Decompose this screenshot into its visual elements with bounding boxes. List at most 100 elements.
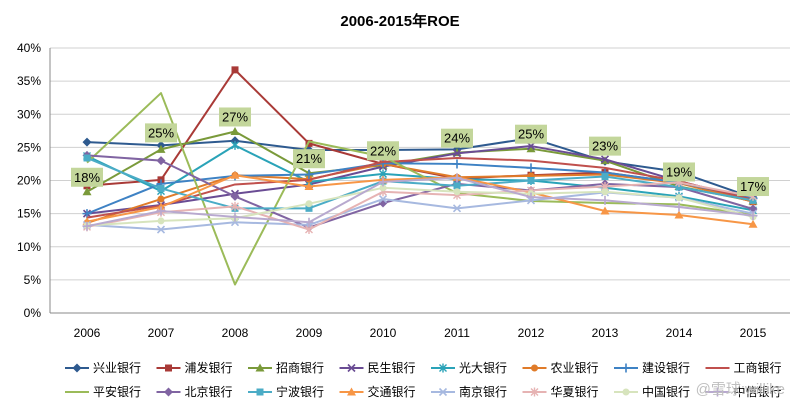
data-label: 19% [663, 162, 695, 182]
data-point [230, 170, 240, 179]
data-label-box [219, 107, 251, 127]
data-label-text: 25% [148, 125, 174, 140]
data-label-box [515, 124, 547, 144]
legend-label: 中国银行 [642, 384, 690, 399]
legend-item: 华夏银行 [522, 385, 599, 399]
legend-marker [713, 387, 722, 397]
y-tick-label: 25% [17, 140, 41, 154]
data-label: 21% [293, 149, 325, 169]
data-label-box [71, 167, 103, 187]
legend-marker [255, 363, 265, 372]
data-label-box [367, 141, 399, 161]
y-tick-label: 40% [17, 41, 41, 55]
legend-item: 北京银行 [156, 385, 233, 399]
data-point [600, 155, 610, 164]
data-point [526, 144, 536, 153]
data-point [231, 66, 239, 74]
y-tick-label: 5% [24, 273, 42, 287]
data-point [379, 184, 387, 192]
data-label-box [145, 123, 177, 143]
data-label: 27% [219, 107, 251, 127]
legend-item: 浦发银行 [156, 360, 233, 375]
data-point [157, 217, 165, 225]
x-tick-label: 2008 [222, 326, 249, 340]
data-point [378, 194, 388, 204]
x-tick-label: 2009 [296, 326, 323, 340]
data-point [675, 183, 683, 191]
data-point [82, 221, 92, 231]
legend-label: 南京银行 [459, 384, 507, 399]
data-label-box [441, 128, 473, 148]
data-label: 25% [145, 123, 177, 143]
data-point [82, 187, 92, 196]
y-tick-label: 35% [17, 74, 41, 88]
legend-item: 光大银行 [431, 361, 507, 375]
legend-label: 民生银行 [368, 361, 416, 375]
data-point [156, 144, 166, 153]
data-label-text: 21% [296, 151, 322, 166]
legend-marker [439, 363, 447, 373]
data-label-text: 17% [740, 179, 766, 194]
data-point [452, 149, 462, 158]
data-label-text: 19% [666, 164, 692, 179]
legend-marker [622, 388, 630, 396]
legend-item: 中信银行 [705, 384, 782, 399]
legend-label: 宁波银行 [276, 384, 324, 399]
legend-item: 交通银行 [339, 384, 416, 399]
x-tick-label: 2012 [518, 326, 545, 340]
data-point [452, 159, 462, 169]
data-point [231, 201, 239, 211]
legend-marker [530, 387, 539, 397]
data-point [304, 217, 314, 227]
data-label-box [293, 149, 325, 169]
series-line [86, 174, 754, 226]
data-point [305, 204, 313, 212]
data-point [600, 206, 610, 215]
legend-label: 浦发银行 [185, 360, 233, 375]
legend-label: 招商银行 [276, 360, 324, 375]
legend-marker [531, 364, 538, 372]
data-point [526, 141, 536, 151]
data-point [675, 194, 683, 202]
legend-marker [72, 363, 82, 373]
legend-marker [438, 387, 448, 397]
legend-label: 兴业银行 [93, 361, 141, 375]
data-point [304, 181, 314, 190]
series-line [86, 186, 754, 227]
data-label-text: 18% [74, 170, 100, 185]
data-label-text: 22% [370, 143, 396, 158]
data-point [452, 204, 462, 213]
data-point [526, 163, 536, 173]
series-line [86, 157, 754, 210]
legend-label: 平安银行 [93, 384, 141, 399]
watermark: @雪球:willike [696, 381, 785, 398]
legend-item: 平安银行 [65, 384, 141, 399]
x-axis: 2006 2007 2008 2009 2010 2011 2012 2013 2014 2015 [74, 326, 767, 340]
data-label-box [589, 136, 621, 156]
series-line [86, 137, 754, 199]
x-tick-label: 2010 [370, 326, 397, 340]
data-point [748, 211, 758, 221]
legend-item: 中国银行 [614, 384, 690, 399]
legend-item: 建设银行 [614, 361, 690, 375]
data-point [674, 210, 684, 219]
data-label-box [663, 162, 695, 182]
data-point [452, 173, 462, 183]
data-label: 18% [71, 167, 103, 187]
x-tick-label: 2013 [592, 326, 619, 340]
legend-marker [256, 388, 264, 396]
data-point [674, 202, 684, 212]
legend-label: 光大银行 [459, 361, 507, 375]
data-point [527, 177, 535, 184]
y-axis: 0% 5% 10% 15% 20% 25% 30% 35% 40% [17, 41, 51, 320]
data-label-box [737, 177, 769, 197]
data-label-text: 24% [444, 131, 470, 146]
data-point [156, 225, 166, 234]
data-point [231, 140, 239, 150]
series-layer [82, 66, 758, 286]
data-label-text: 23% [592, 139, 618, 154]
data-point [157, 184, 165, 192]
legend-label: 建设银行 [642, 361, 690, 375]
data-point [83, 154, 91, 162]
